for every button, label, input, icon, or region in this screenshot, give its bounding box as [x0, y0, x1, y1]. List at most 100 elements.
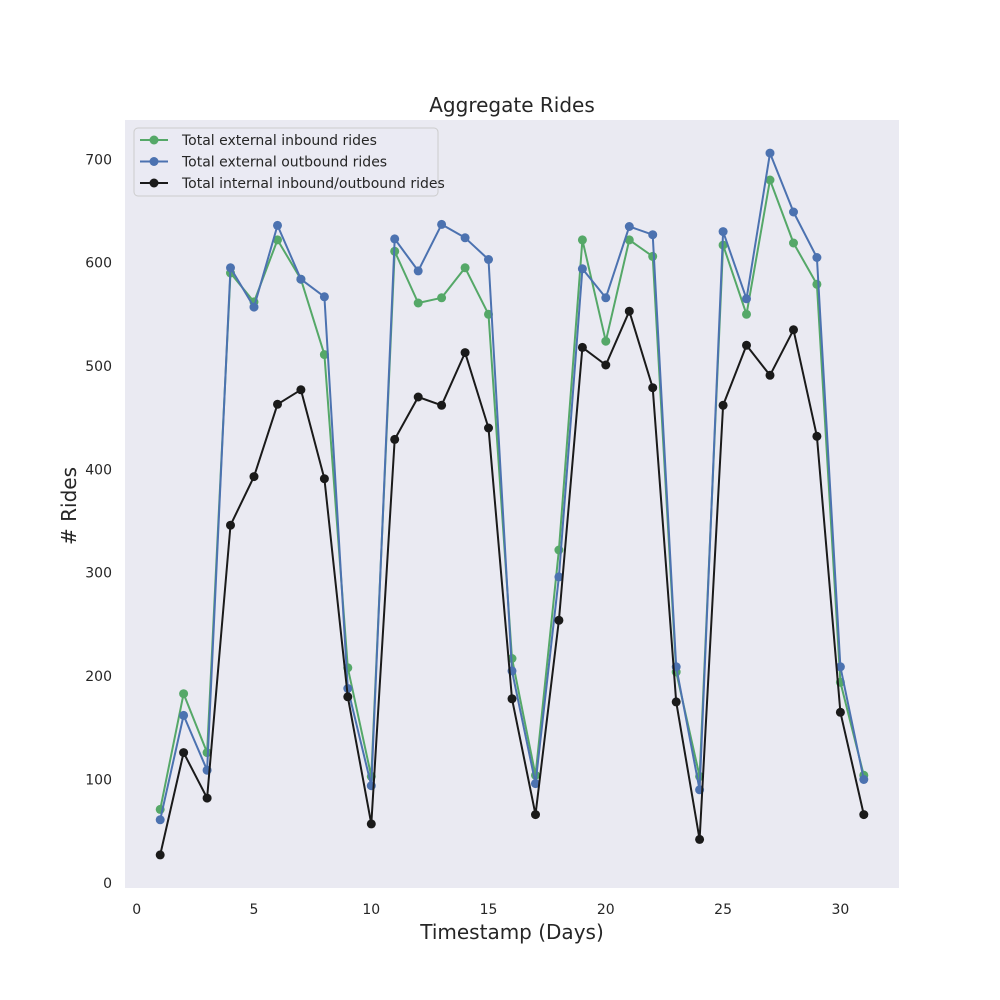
series-2-point	[718, 227, 728, 237]
series-3-point	[249, 472, 259, 482]
series-3-point	[789, 325, 798, 335]
series-3-point	[648, 383, 658, 393]
series-1-point	[273, 235, 282, 245]
series-2-point	[789, 207, 798, 217]
y-tick-label: 100	[85, 773, 112, 789]
series-2-point	[624, 222, 634, 231]
series-2-point	[296, 274, 306, 284]
series-3-point	[554, 615, 564, 625]
x-tick-label: 10	[362, 902, 380, 918]
series-2-point	[531, 779, 540, 789]
series-1-point	[624, 235, 634, 245]
series-1-point	[437, 293, 447, 303]
x-tick-label: 15	[480, 902, 498, 918]
series-2-point	[460, 233, 470, 243]
x-tick-label: 5	[250, 902, 259, 918]
y-tick-labels: 0 100 200 300 400 500 600 700	[85, 152, 112, 892]
series-1-point	[460, 263, 470, 273]
series-1-point	[812, 279, 822, 289]
series-3-point	[343, 692, 353, 702]
x-tick-label: 0	[132, 902, 141, 918]
series-3-point	[179, 748, 189, 758]
series-3-point	[507, 694, 517, 704]
series-3-point	[812, 431, 822, 441]
series-2-point	[249, 302, 259, 312]
series-3-point	[601, 360, 611, 370]
series-3-point	[859, 810, 869, 820]
y-tick-label: 700	[85, 152, 112, 168]
series-3-point	[484, 423, 493, 433]
series-2-point	[812, 253, 822, 262]
series-3-point	[835, 707, 845, 717]
legend: Total external inbound rides Total extern…	[133, 127, 445, 197]
series-3-point	[390, 434, 400, 444]
series-2-point	[437, 219, 447, 229]
series-2-point	[554, 572, 564, 582]
y-tick-label: 600	[85, 256, 112, 272]
series-2-point	[226, 263, 235, 273]
series-2-point	[742, 294, 751, 304]
plot-area	[125, 120, 899, 888]
legend-label: Total external outbound rides	[181, 155, 387, 171]
series-3-point	[742, 340, 751, 350]
series-1-point	[648, 251, 658, 261]
series-1-point	[765, 175, 775, 185]
x-tick-labels: 0 5 10 15 20 25 30	[132, 902, 849, 918]
y-tick-label: 200	[85, 669, 112, 685]
series-1-point	[742, 309, 751, 319]
series-1-point	[319, 350, 329, 360]
series-3-point	[226, 520, 235, 530]
series-2-point	[835, 662, 845, 672]
series-2-point	[155, 815, 165, 825]
series-2-point	[601, 293, 611, 303]
series-3-point	[437, 400, 447, 410]
series-3-point	[413, 392, 423, 402]
series-3-point	[296, 385, 306, 395]
legend-marker	[149, 178, 159, 188]
series-2-point	[765, 148, 775, 158]
series-3-point	[273, 399, 282, 409]
series-3-point	[765, 370, 775, 380]
legend-marker	[149, 135, 159, 145]
series-3-point	[671, 697, 681, 707]
series-3-point	[577, 342, 587, 352]
y-axis-label: # Rides	[57, 467, 81, 545]
series-3-point	[155, 850, 165, 860]
series-3-point	[531, 810, 540, 820]
y-tick-label: 400	[85, 462, 112, 478]
series-3-point	[624, 306, 634, 316]
legend-marker	[149, 157, 159, 166]
series-3	[155, 306, 869, 860]
series-1-point	[413, 298, 423, 308]
legend-label: Total internal inbound/outbound rides	[181, 176, 445, 192]
y-tick-label: 300	[85, 566, 112, 582]
series-1-point	[789, 238, 798, 248]
series-2-point	[859, 775, 869, 784]
series-2-point	[413, 266, 423, 276]
series-3-point	[202, 793, 212, 803]
series-2-point	[484, 255, 493, 264]
legend-box	[133, 127, 439, 197]
y-tick-label: 500	[85, 359, 112, 375]
series-2-point	[319, 292, 329, 302]
y-tick-label: 0	[103, 876, 112, 892]
series-3-point	[319, 474, 329, 484]
series-3-point	[366, 819, 376, 829]
x-tick-label: 25	[714, 902, 732, 918]
series-2-point	[390, 234, 400, 244]
series-2-point	[648, 230, 658, 240]
series-1-point	[179, 689, 189, 699]
x-tick-label: 20	[597, 902, 615, 918]
series-2-point	[179, 710, 189, 720]
series-3-point	[718, 400, 728, 410]
series-1-point	[601, 336, 611, 346]
series-2-point	[577, 264, 587, 274]
series-3-point	[695, 834, 705, 844]
legend-label: Total external inbound rides	[181, 133, 377, 149]
series-3-point	[460, 348, 470, 358]
x-axis-label: Timestamp (Days)	[419, 920, 604, 944]
series-1-point	[577, 235, 587, 245]
x-tick-label: 30	[831, 902, 849, 918]
chart-title: Aggregate Rides	[429, 93, 595, 117]
